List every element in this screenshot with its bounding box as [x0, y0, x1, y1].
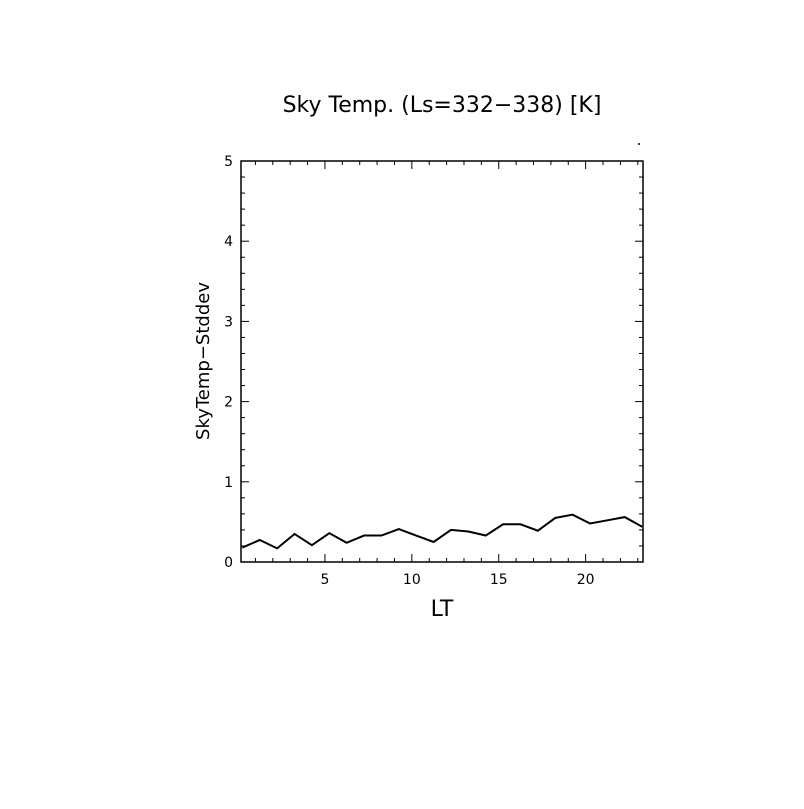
y-tick-label: 1 [224, 475, 233, 491]
plot-frame [241, 161, 643, 562]
y-tick-label: 2 [224, 395, 233, 411]
chart-title: Sky Temp. (Ls=332−338) [K] [283, 93, 602, 118]
series-line [242, 515, 642, 549]
x-axis-label: LT [431, 597, 454, 622]
y-axis-label: SkyTemp−Stddev [193, 282, 214, 440]
y-tick-label: 4 [224, 234, 233, 250]
x-tick-label: 20 [577, 572, 595, 588]
x-tick-label: 15 [490, 572, 508, 588]
y-tick-label: 3 [224, 314, 233, 330]
x-tick-label: 10 [403, 572, 421, 588]
y-tick-label: 5 [224, 154, 233, 170]
x-tick-label: 5 [320, 572, 329, 588]
corner-dot [638, 143, 640, 145]
y-tick-label: 0 [224, 555, 233, 571]
